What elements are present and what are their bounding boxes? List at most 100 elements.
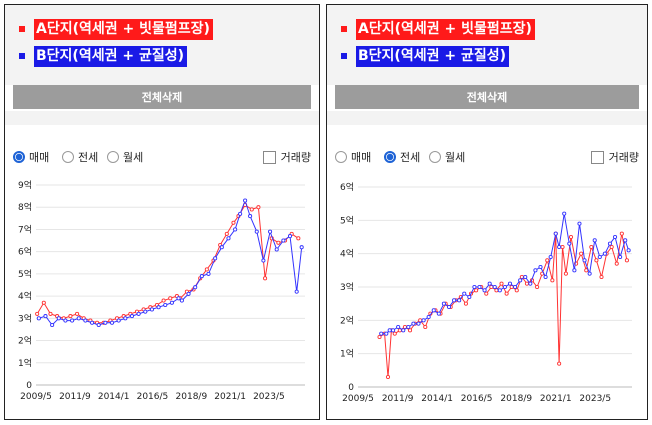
- data-point: [176, 296, 181, 301]
- data-point: [624, 258, 629, 263]
- data-point: [281, 238, 286, 243]
- radio-jeonse-circle[interactable]: [384, 151, 396, 163]
- radio-monthly-circle[interactable]: [429, 151, 441, 163]
- volume-checkbox[interactable]: 거래량: [590, 149, 639, 165]
- data-point: [179, 298, 184, 303]
- data-point: [607, 241, 613, 246]
- radio-jeonse[interactable]: 전세: [62, 149, 98, 165]
- legend-marker-b: [19, 53, 25, 59]
- data-point: [484, 291, 489, 296]
- radio-jeonse-label: 전세: [78, 151, 99, 164]
- data-point: [268, 229, 273, 234]
- data-point: [513, 284, 518, 290]
- data-point: [143, 309, 148, 314]
- radio-sale-label: 매매: [351, 151, 372, 164]
- data-point: [545, 258, 550, 263]
- volume-checkbox-label: 거래량: [608, 151, 639, 164]
- data-point: [421, 318, 426, 323]
- y-tick-label: 2억: [340, 314, 354, 326]
- y-tick-label: 0: [26, 381, 32, 391]
- data-point: [441, 301, 446, 306]
- y-tick-label: 5억: [340, 214, 354, 226]
- data-point: [492, 284, 497, 290]
- data-point: [70, 318, 75, 323]
- data-point: [548, 254, 553, 260]
- data-point: [518, 278, 523, 283]
- data-point: [482, 288, 487, 293]
- left-panel: A단지(역세권 + 빗물펌프장) B단지(역세권 + 균질성) 전체삭제 매매 …: [4, 4, 320, 420]
- data-point: [136, 311, 141, 316]
- data-point: [524, 281, 529, 286]
- data-point: [35, 311, 40, 316]
- data-point: [582, 258, 587, 263]
- data-point: [213, 256, 218, 261]
- x-tick-label: 2016/5: [137, 392, 169, 402]
- data-point: [204, 267, 209, 272]
- data-point: [199, 274, 204, 279]
- data-point: [231, 220, 236, 225]
- legend-label-a: A단지(역세권 + 빗물펌프장): [34, 18, 213, 40]
- radio-jeonse[interactable]: 전세: [384, 149, 420, 165]
- data-point: [474, 288, 479, 293]
- volume-checkbox-box[interactable]: [590, 150, 604, 164]
- volume-checkbox-label: 거래량: [280, 151, 311, 164]
- data-point: [457, 298, 462, 303]
- legend-item-b: B단지(역세권 + 균질성): [341, 44, 509, 68]
- data-point: [256, 205, 261, 210]
- radio-sale-circle[interactable]: [13, 151, 25, 163]
- data-point: [248, 214, 253, 219]
- data-point: [609, 244, 614, 250]
- x-tick-label: 2009/5: [342, 394, 374, 404]
- radio-monthly[interactable]: 월세: [429, 149, 465, 165]
- y-tick-label: 7억: [18, 223, 32, 235]
- data-point: [592, 238, 597, 243]
- data-point: [294, 289, 299, 294]
- data-point: [163, 302, 168, 308]
- data-point: [599, 274, 604, 280]
- clear-all-button[interactable]: 전체삭제: [335, 85, 639, 109]
- legend-box: A단지(역세권 + 빗물펌프장) B단지(역세권 + 균질성): [327, 5, 647, 85]
- series-line-a: [379, 233, 628, 378]
- volume-checkbox-box[interactable]: [262, 150, 276, 164]
- data-point: [129, 314, 135, 319]
- legend-item-a: A단지(역세권 + 빗물펌프장): [341, 17, 535, 41]
- data-point: [169, 300, 174, 305]
- x-tick-label: 2011/9: [382, 394, 414, 404]
- y-tick-label: 3억: [340, 281, 354, 293]
- x-tick-label: 2021/1: [214, 392, 246, 402]
- data-point: [614, 261, 619, 266]
- x-tick-label: 2018/9: [500, 394, 532, 404]
- legend-item-b: B단지(역세권 + 균질성): [19, 44, 187, 68]
- data-point: [467, 294, 472, 300]
- data-point: [83, 318, 88, 323]
- radio-sale-circle[interactable]: [335, 151, 347, 163]
- data-point: [533, 268, 538, 273]
- data-point: [109, 320, 115, 325]
- radio-jeonse-circle[interactable]: [62, 151, 74, 163]
- data-point: [149, 307, 155, 312]
- data-point: [206, 271, 211, 276]
- radio-sale[interactable]: 매매: [13, 149, 49, 165]
- data-point: [523, 274, 528, 280]
- data-point: [452, 298, 457, 303]
- data-point: [296, 236, 301, 241]
- legend-item-a: A단지(역세권 + 빗물펌프장): [19, 17, 213, 41]
- data-point: [462, 291, 467, 296]
- radio-sale[interactable]: 매매: [335, 149, 371, 165]
- data-point: [613, 234, 618, 240]
- sale-price-chart: 0 1억 2억 3억 4억 5억 6억 7억 8억 9억 2009/5 2011/9 2014/1 201…: [18, 179, 305, 402]
- data-point: [507, 281, 513, 286]
- data-point: [243, 198, 248, 203]
- right-panel: A단지(역세권 + 빗물펌프장) B단지(역세권 + 균질성) 전체삭제 매매 …: [326, 4, 648, 420]
- x-tick-label: 2011/9: [59, 392, 91, 402]
- data-point: [68, 314, 73, 319]
- data-point: [597, 254, 602, 260]
- series-line-a: [36, 204, 299, 324]
- data-point: [263, 276, 268, 281]
- data-point: [391, 328, 396, 333]
- radio-monthly-circle[interactable]: [107, 151, 119, 163]
- radio-monthly[interactable]: 월세: [107, 149, 143, 165]
- y-tick-label: 4억: [340, 248, 354, 260]
- volume-checkbox[interactable]: 거래량: [262, 149, 311, 165]
- clear-all-button[interactable]: 전체삭제: [13, 85, 311, 109]
